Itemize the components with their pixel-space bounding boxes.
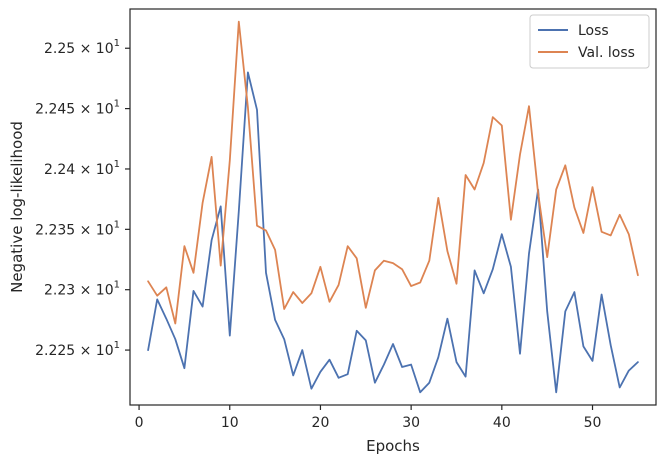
x-axis: 0 10 20 30 40 50	[135, 405, 602, 431]
x-tick-label: 20	[312, 415, 330, 431]
x-tick-label: 10	[221, 415, 239, 431]
y-tick-label: 2.235 × 101	[35, 219, 120, 238]
legend-label-loss: Loss	[578, 23, 609, 39]
y-tick-label: 2.225 × 101	[35, 340, 120, 359]
x-tick-label: 40	[493, 415, 511, 431]
y-axis: 2.225 × 101 2.23 × 101 2.235 × 101 2.24 × 1…	[35, 38, 130, 359]
legend-label-val-loss: Val. loss	[578, 45, 635, 61]
y-tick-label: 2.245 × 101	[35, 99, 120, 118]
x-axis-label: Epochs	[366, 437, 420, 455]
x-tick-label: 30	[402, 415, 420, 431]
series-lines	[147, 20, 639, 394]
series-line-loss	[147, 71, 639, 394]
y-tick-label: 2.25 × 101	[44, 38, 120, 57]
x-tick-label: 50	[584, 415, 602, 431]
y-axis-label: Negative log-likelihood	[8, 121, 26, 293]
series-line-val-loss	[147, 20, 639, 325]
y-tick-label: 2.24 × 101	[44, 159, 120, 178]
legend: Loss Val. loss	[529, 14, 650, 69]
y-tick-label: 2.23 × 101	[44, 280, 120, 299]
plot-area	[129, 8, 657, 406]
legend-box	[529, 14, 650, 69]
x-tick-label: 0	[135, 415, 144, 431]
